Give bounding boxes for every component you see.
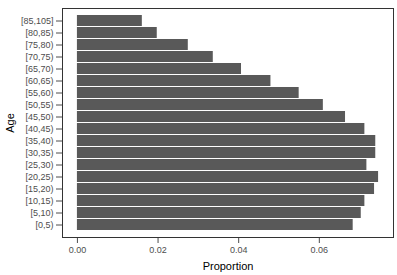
svg-text:[15,20): [15,20)	[25, 184, 53, 194]
svg-text:[5,10): [5,10)	[30, 208, 53, 218]
svg-text:[85,105]: [85,105]	[21, 16, 54, 26]
svg-text:[55,60): [55,60)	[25, 88, 53, 98]
svg-text:[75,80): [75,80)	[25, 40, 53, 50]
svg-text:0.06: 0.06	[311, 245, 329, 255]
svg-text:[50,55): [50,55)	[25, 100, 53, 110]
svg-text:Proportion: Proportion	[203, 260, 254, 272]
svg-text:[65,70): [65,70)	[25, 64, 53, 74]
svg-text:[25,30): [25,30)	[25, 160, 53, 170]
svg-text:[30,35): [30,35)	[25, 148, 53, 158]
svg-text:[20,25): [20,25)	[25, 172, 53, 182]
svg-text:[0,5): [0,5)	[35, 220, 53, 230]
svg-text:0.04: 0.04	[230, 245, 248, 255]
svg-text:[40,45): [40,45)	[25, 124, 53, 134]
svg-text:0.02: 0.02	[149, 245, 167, 255]
svg-text:[35,40): [35,40)	[25, 136, 53, 146]
svg-text:[70,75): [70,75)	[25, 52, 53, 62]
svg-text:[60,65): [60,65)	[25, 76, 53, 86]
svg-text:[80,85): [80,85)	[25, 28, 53, 38]
svg-text:0.00: 0.00	[69, 245, 87, 255]
svg-text:Age: Age	[4, 113, 16, 133]
svg-text:[45,50): [45,50)	[25, 112, 53, 122]
svg-text:[10,15): [10,15)	[25, 196, 53, 206]
